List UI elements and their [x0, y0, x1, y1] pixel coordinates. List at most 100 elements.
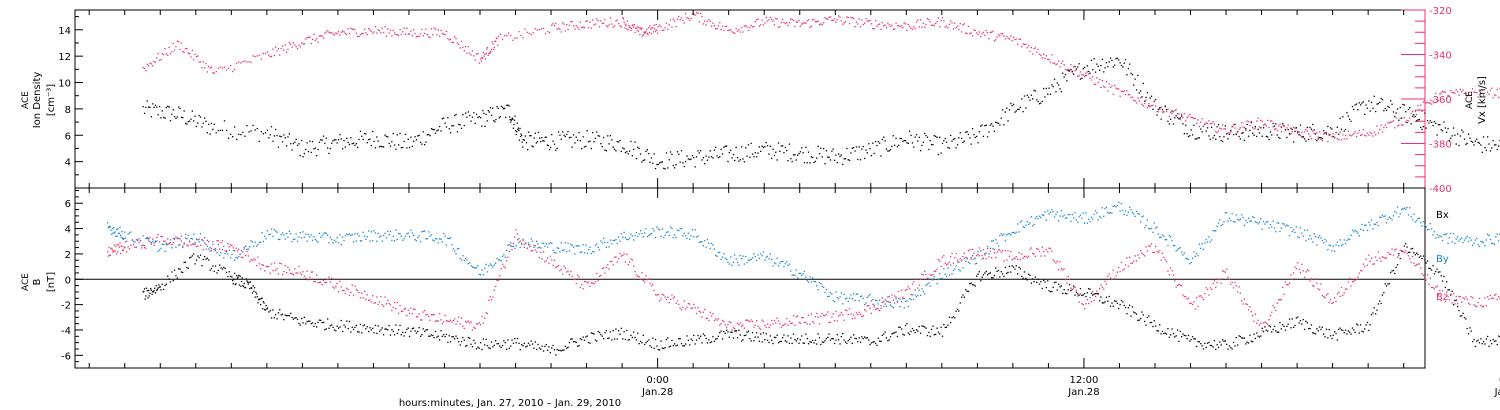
speed-point [452, 41, 454, 44]
speed-point [1253, 128, 1255, 130]
density-point [433, 129, 435, 131]
density-point [806, 162, 808, 164]
by-point [254, 241, 256, 243]
by-point [531, 240, 534, 242]
speed-point [911, 28, 914, 30]
density-point [559, 134, 561, 136]
by-point [199, 233, 202, 235]
speed-point [354, 29, 356, 31]
bx-point [598, 331, 601, 334]
by-point [1074, 212, 1076, 214]
bx-point [1126, 313, 1128, 315]
by-point [1015, 231, 1017, 233]
density-point [436, 130, 438, 132]
by-point [1107, 211, 1109, 213]
speed-point [1014, 38, 1016, 41]
speed-point [955, 27, 957, 29]
by-point [743, 263, 745, 265]
density-point [1103, 71, 1105, 73]
speed-point [932, 24, 934, 26]
speed-point [660, 26, 662, 28]
by-point [581, 251, 583, 253]
density-point [466, 116, 468, 118]
by-point [354, 233, 356, 235]
by-point [547, 246, 549, 248]
bx-point [1269, 326, 1272, 328]
speed-point [1135, 102, 1138, 104]
density-point [536, 141, 539, 143]
by-point [250, 240, 252, 242]
bx-point [1405, 243, 1407, 245]
speed-point [760, 24, 762, 26]
speed-point [635, 27, 637, 29]
speed-point [1373, 131, 1375, 133]
speed-point [534, 28, 536, 30]
speed-point [1105, 81, 1108, 83]
density-point [309, 140, 311, 142]
speed-point [1294, 127, 1296, 129]
density-point [652, 162, 654, 164]
by-point [874, 299, 877, 301]
by-point [1063, 214, 1065, 216]
density-point [896, 146, 899, 148]
speed-point [1482, 94, 1485, 96]
density-point [1002, 109, 1004, 111]
by-point [117, 228, 119, 230]
speed-point [727, 29, 729, 32]
bx-point [484, 344, 486, 346]
density-point [674, 167, 676, 169]
density-point [594, 137, 597, 139]
density-point [1451, 135, 1453, 137]
density-point [567, 131, 569, 133]
by-point [210, 250, 213, 252]
by-point [838, 298, 840, 300]
bx-point [570, 338, 572, 340]
bx-point [597, 330, 599, 333]
density-point [831, 150, 833, 152]
by-point [653, 230, 655, 232]
density-point [562, 131, 564, 133]
bx-point [444, 336, 446, 338]
density-point [335, 139, 337, 141]
speed-point [1467, 94, 1470, 96]
density-point [633, 148, 635, 150]
bx-point [839, 343, 841, 345]
by-point [909, 297, 911, 300]
bx-point [1197, 341, 1199, 343]
density-point [1320, 136, 1322, 139]
density-point [489, 107, 492, 109]
density-point [915, 134, 918, 136]
by-point [336, 237, 338, 239]
density-point [1373, 95, 1375, 97]
by-point [1222, 223, 1224, 225]
by-point [954, 268, 956, 270]
bx-point [589, 342, 591, 344]
density-point [487, 110, 489, 112]
bx-point [859, 341, 862, 343]
density-point [156, 106, 158, 108]
density-point [513, 123, 515, 126]
bx-point [262, 308, 264, 310]
bx-point [1286, 325, 1288, 327]
speed-point [335, 32, 337, 34]
speed-point [1064, 68, 1067, 71]
speed-point [1498, 96, 1500, 99]
speed-point [1165, 110, 1168, 113]
speed-point [1030, 46, 1032, 49]
density-point [683, 165, 685, 168]
by-point [327, 234, 329, 236]
bx-point [1079, 288, 1082, 290]
by-point [466, 259, 468, 261]
density-point [1078, 63, 1080, 65]
by-point [277, 238, 280, 240]
density-point [829, 159, 832, 161]
by-point [1212, 230, 1214, 232]
by-point [544, 245, 546, 247]
by-point [146, 237, 148, 240]
bx-point [470, 343, 472, 345]
speed-point [642, 34, 644, 36]
density-point [400, 147, 402, 149]
speed-point [1038, 53, 1041, 55]
bx-point [400, 334, 402, 336]
by-point [997, 245, 1000, 247]
